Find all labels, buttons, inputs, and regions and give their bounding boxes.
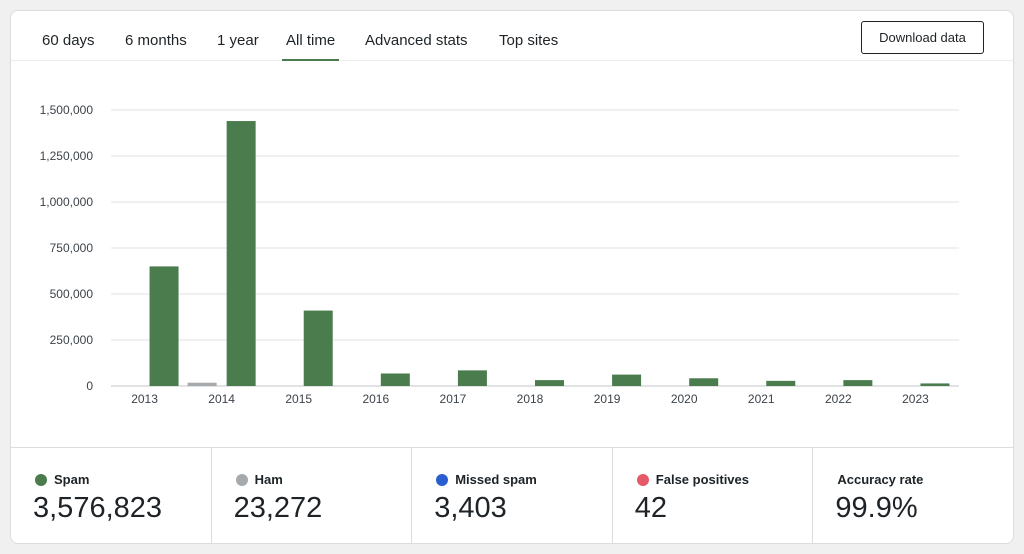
stat-label: False positives: [636, 472, 749, 487]
y-tick-label: 250,000: [50, 333, 94, 347]
x-tick-label: 2022: [825, 392, 852, 406]
spam-bar[interactable]: [843, 380, 873, 386]
y-tick-label: 750,000: [50, 241, 94, 255]
y-tick-label: 1,250,000: [40, 149, 94, 163]
spam-bar[interactable]: [149, 266, 179, 386]
x-tick-label: 2016: [362, 392, 389, 406]
x-tick-label: 2019: [594, 392, 621, 406]
stat-value: 99.9%: [835, 492, 918, 524]
spam-bar[interactable]: [457, 370, 487, 386]
stat-value: 3,576,823: [33, 492, 163, 524]
ham-bar[interactable]: [187, 382, 217, 386]
stat-missed-spam: Missed spam 3,403: [412, 448, 613, 543]
stat-value: 3,403: [434, 492, 507, 524]
stat-label: Missed spam: [436, 472, 537, 487]
stat-label-text: False positives: [655, 472, 749, 487]
spam-bar[interactable]: [226, 121, 256, 386]
tab-all-time[interactable]: All time: [281, 32, 340, 61]
bar-chart-svg: 0 250,000 500,000 750,000 1,000,000 1,250,000…: [40, 103, 959, 406]
stats-panel: 60 days 6 months 1 year All time Advance…: [10, 10, 1014, 544]
x-axis: 2013 2014 2015 2016 2017 2018 2019 2020 2021 2022…: [131, 392, 929, 406]
stat-label: Spam: [35, 472, 89, 487]
tab-60-days[interactable]: 60 days: [42, 32, 95, 49]
stat-label-text: Spam: [54, 472, 90, 487]
download-data-button[interactable]: Download data: [861, 21, 984, 54]
tab-top-sites[interactable]: Top sites: [499, 32, 559, 49]
spam-bar[interactable]: [380, 373, 410, 386]
tab-bar: 60 days 6 months 1 year All time Advance…: [11, 11, 1013, 61]
stat-spam: Spam 3,576,823: [11, 448, 212, 543]
stat-label-text: Ham: [254, 472, 283, 487]
x-tick-label: 2021: [748, 392, 775, 406]
stat-label: Ham: [235, 472, 283, 487]
spam-bar[interactable]: [535, 380, 564, 386]
stat-label-text: Missed spam: [455, 472, 537, 487]
spam-bar[interactable]: [766, 380, 796, 386]
x-tick-label: 2018: [517, 392, 544, 406]
false-positives-legend-dot-icon: [636, 473, 649, 486]
stat-false-positives: False positives 42: [613, 448, 814, 543]
spam-bar[interactable]: [689, 378, 719, 386]
stat-value: 23,272: [233, 492, 323, 524]
x-tick-label: 2014: [208, 392, 235, 406]
spam-legend-dot-icon: [35, 473, 47, 486]
spam-chart: 0 250,000 500,000 750,000 1,000,000 1,250,000…: [11, 61, 1013, 447]
x-tick-label: 2013: [131, 392, 158, 406]
tab-advanced-stats[interactable]: Advanced stats: [365, 32, 468, 49]
spam-bar[interactable]: [920, 383, 950, 386]
y-tick-label: 500,000: [50, 287, 94, 301]
stat-ham: Ham 23,272: [212, 448, 413, 543]
spam-bar[interactable]: [303, 310, 333, 386]
y-tick-label: 0: [86, 379, 93, 393]
x-tick-label: 2017: [440, 392, 467, 406]
x-tick-label: 2015: [285, 392, 312, 406]
x-tick-label: 2023: [902, 392, 929, 406]
spam-bar[interactable]: [612, 374, 642, 386]
tab-6-months[interactable]: 6 months: [125, 32, 187, 49]
stat-label-text: Accuracy rate: [837, 472, 924, 487]
stat-label: Accuracy rate: [837, 472, 923, 487]
chart-bars: [149, 121, 950, 386]
stat-value: 42: [634, 492, 668, 524]
x-tick-label: 2020: [671, 392, 698, 406]
ham-legend-dot-icon: [235, 473, 248, 486]
stats-summary: Spam 3,576,823 Ham 23,272 Missed spam 3,…: [11, 447, 1013, 543]
y-tick-label: 1,500,000: [40, 103, 94, 117]
tab-1-year[interactable]: 1 year: [217, 32, 259, 49]
y-tick-label: 1,000,000: [40, 195, 94, 209]
y-axis: 0 250,000 500,000 750,000 1,000,000 1,250,000…: [40, 103, 94, 393]
stat-accuracy-rate: Accuracy rate 99.9%: [813, 448, 1013, 543]
missed-spam-legend-dot-icon: [436, 473, 449, 486]
